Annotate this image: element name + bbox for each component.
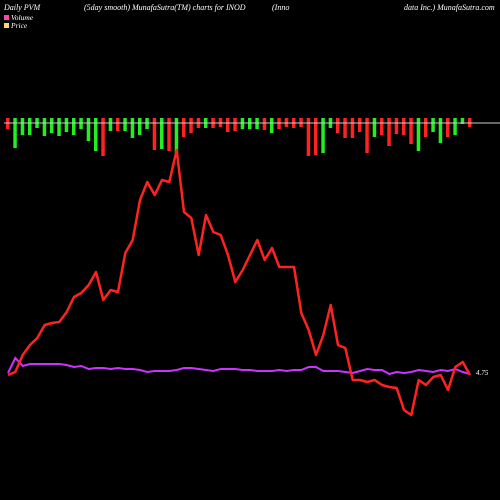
- volume-bar: [167, 118, 171, 151]
- volume-bar: [358, 118, 362, 132]
- legend-volume: Volume: [4, 13, 33, 22]
- volume-bar: [42, 118, 47, 136]
- volume-bar: [262, 118, 267, 130]
- chart-header-company-start: (Inno: [272, 3, 290, 12]
- volume-bar: [64, 118, 69, 132]
- volume-bar: [123, 118, 127, 131]
- volume-bar: [270, 118, 274, 133]
- legend-volume-label: Volume: [11, 13, 34, 22]
- volume-bar: [365, 118, 369, 153]
- volume-bar: [336, 118, 340, 133]
- volume-bar: [314, 118, 318, 155]
- volume-bar: [160, 118, 164, 149]
- smooth-value-label: 4.75: [476, 369, 489, 377]
- legend-price: Price: [4, 21, 27, 30]
- volume-bar: [233, 118, 237, 131]
- volume-bar: [152, 118, 157, 150]
- volume-bar: [130, 118, 135, 138]
- volume-bar: [402, 118, 406, 135]
- volume-bar: [409, 118, 413, 144]
- volume-bars: [6, 118, 472, 156]
- volume-bar: [50, 118, 54, 133]
- chart-header-title: Daily PVM: [4, 3, 41, 12]
- volume-bar: [57, 118, 61, 136]
- volume-bar: [431, 118, 435, 132]
- volume-bar: [424, 118, 428, 137]
- volume-bar: [182, 118, 186, 137]
- volume-bar: [108, 118, 113, 131]
- volume-bar: [380, 118, 384, 135]
- volume-bar: [174, 118, 179, 155]
- volume-bar: [138, 118, 142, 135]
- volume-bar: [438, 118, 443, 143]
- volume-bar: [372, 118, 377, 137]
- legend-price-swatch: [4, 23, 9, 28]
- volume-bar: [306, 118, 311, 156]
- volume-bar: [28, 118, 32, 135]
- volume-bar: [460, 118, 465, 124]
- volume-bar: [343, 118, 347, 138]
- legend-price-label: Price: [11, 21, 28, 30]
- volume-bar: [446, 118, 450, 137]
- volume-bar: [387, 118, 391, 146]
- volume-bar: [13, 118, 17, 148]
- volume-bar: [350, 118, 355, 138]
- volume-bar: [101, 118, 105, 156]
- volume-bar: [416, 118, 421, 151]
- volume-bar: [94, 118, 98, 151]
- volume-bar: [116, 118, 120, 131]
- volume-bar: [226, 118, 230, 132]
- volume-bar: [189, 118, 193, 133]
- volume-bar: [453, 118, 457, 135]
- volume-bar: [321, 118, 325, 153]
- volume-bar: [72, 118, 76, 135]
- volume-bar: [86, 118, 91, 141]
- chart-header-company-end: data Inc.) MunafaSutra.com: [404, 3, 495, 12]
- price-series-line: [7, 148, 472, 417]
- chart-header-subtitle: (5day smooth) MunafaSutra(TM) charts for…: [84, 3, 246, 12]
- legend-volume-swatch: [4, 15, 9, 20]
- volume-bar: [20, 118, 25, 135]
- volume-bar: [394, 118, 399, 134]
- smooth-series-line: [7, 356, 471, 376]
